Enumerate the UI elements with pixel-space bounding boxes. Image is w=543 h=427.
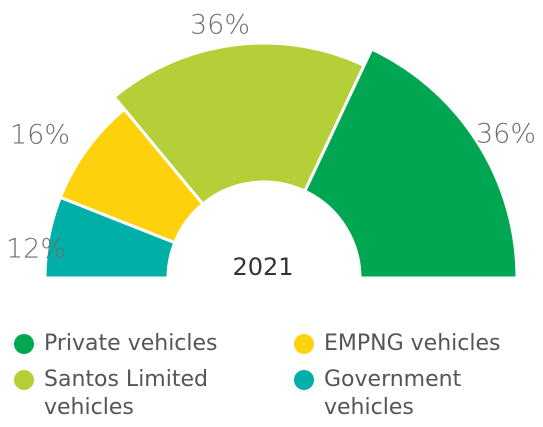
legend-item: Private vehicles [14, 330, 294, 358]
legend-item: Government vehicles [294, 366, 534, 422]
legend-label: Santos Limited vehicles [44, 367, 208, 420]
value-label: 12% [6, 234, 66, 265]
legend-item: EMPNG vehicles [294, 330, 534, 358]
center-label: 2021 [232, 253, 293, 281]
legend-swatch [294, 370, 314, 390]
legend-label: Government vehicles [324, 367, 462, 420]
legend-label: EMPNG vehicles [324, 331, 501, 356]
legend-item: Santos Limited vehicles [14, 366, 294, 422]
legend-swatch [14, 370, 34, 390]
value-label: 16% [10, 120, 70, 151]
segment [112, 41, 367, 207]
legend: Private vehicles EMPNG vehicles Santos Lim… [14, 330, 534, 422]
legend-swatch [14, 334, 34, 354]
value-label: 36% [190, 10, 250, 41]
legend-label: Private vehicles [44, 331, 218, 356]
segment [302, 47, 519, 280]
value-label: 36% [476, 119, 536, 150]
legend-swatch [294, 334, 314, 354]
